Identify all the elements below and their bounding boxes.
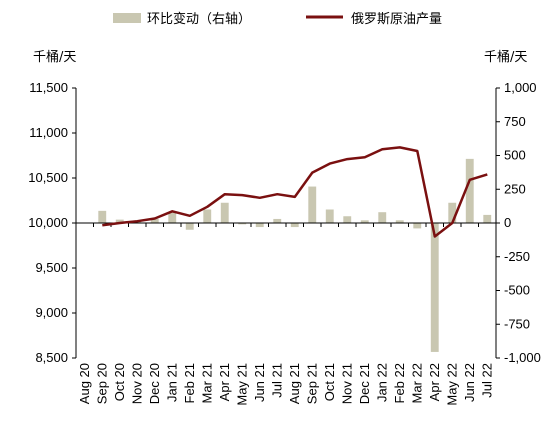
- category-label: Oct 21: [322, 363, 337, 401]
- category-label: Sep 21: [304, 363, 319, 404]
- axes: [72, 87, 500, 359]
- bar: [448, 202, 457, 223]
- bar: [220, 202, 229, 223]
- bar: [273, 218, 282, 223]
- bar: [115, 219, 124, 223]
- tick-labels: 8,500 9,000 9,500 10,000 10,500 11,000 11,500 -…: [28, 80, 541, 406]
- right-tick-label: 250: [504, 181, 526, 196]
- bar: [203, 209, 212, 223]
- left-tick-label: 9,500: [35, 260, 68, 275]
- left-tick-label: 10,000: [28, 215, 68, 230]
- category-label: Aug 20: [77, 363, 92, 404]
- category-label: Jun 22: [462, 363, 477, 402]
- category-label: May 21: [234, 363, 249, 406]
- bar: [343, 216, 352, 223]
- category-label: Jun 21: [252, 363, 267, 402]
- category-label: Apr 22: [427, 363, 442, 401]
- legend-bar-swatch: [113, 13, 141, 23]
- left-tick-label: 10,500: [28, 170, 68, 185]
- production-line: [102, 146, 488, 238]
- bar: [325, 209, 334, 223]
- bar: [378, 212, 387, 223]
- bar: [483, 214, 492, 223]
- category-label: May 22: [444, 363, 459, 406]
- right-tick-label: -1,000: [504, 350, 541, 365]
- category-label: Jul 21: [269, 363, 284, 398]
- category-label: Feb 21: [182, 363, 197, 403]
- category-label: Aug 21: [287, 363, 302, 404]
- bar: [360, 220, 369, 223]
- bar: [255, 223, 264, 228]
- legend-line-label: 俄罗斯原油产量: [351, 12, 442, 27]
- category-label: Mar 22: [409, 363, 424, 403]
- category-label: Mar 21: [199, 363, 214, 403]
- left-tick-label: 11,000: [29, 125, 68, 140]
- line-series: [102, 146, 488, 238]
- category-label: Oct 20: [112, 363, 127, 401]
- left-tick-label: 11,500: [29, 80, 68, 95]
- category-label: Dec 21: [357, 363, 372, 404]
- bar: [395, 220, 404, 223]
- bar: [238, 223, 247, 225]
- left-tick-label: 8,500: [35, 350, 68, 365]
- right-tick-label: 0: [504, 215, 511, 230]
- category-label: Nov 20: [129, 363, 144, 404]
- right-tick-label: 750: [504, 114, 526, 129]
- bar: [185, 223, 194, 230]
- legend-bar-label: 环比变动（右轴）: [147, 11, 251, 27]
- category-label: Dec 20: [147, 363, 162, 404]
- bar: [413, 223, 422, 229]
- bar: [168, 212, 177, 223]
- legend: 环比变动（右轴） 俄罗斯原油产量: [113, 11, 442, 27]
- right-tick-label: -750: [504, 316, 530, 331]
- right-tick-label: -500: [504, 283, 530, 298]
- category-label: Jul 22: [479, 363, 494, 398]
- category-label: Jan 21: [164, 363, 179, 402]
- category-label: Sep 20: [94, 363, 109, 404]
- right-tick-label: 500: [504, 148, 526, 163]
- left-tick-label: 9,000: [35, 305, 68, 320]
- category-label: Nov 21: [339, 363, 354, 404]
- left-axis-unit: 千桶/天: [33, 50, 76, 65]
- bar: [308, 186, 317, 223]
- category-label: Jan 22: [374, 363, 389, 402]
- right-tick-label: -250: [504, 249, 530, 264]
- bar: [290, 223, 299, 228]
- right-tick-label: 1,000: [504, 80, 537, 95]
- bar: [98, 210, 107, 223]
- bar: [150, 218, 159, 223]
- category-label: Feb 22: [392, 363, 407, 403]
- right-axis-unit: 千桶/天: [484, 50, 527, 65]
- category-label: Apr 21: [217, 363, 232, 401]
- bar: [465, 158, 474, 223]
- bar: [430, 223, 439, 352]
- bar-series: [98, 158, 492, 352]
